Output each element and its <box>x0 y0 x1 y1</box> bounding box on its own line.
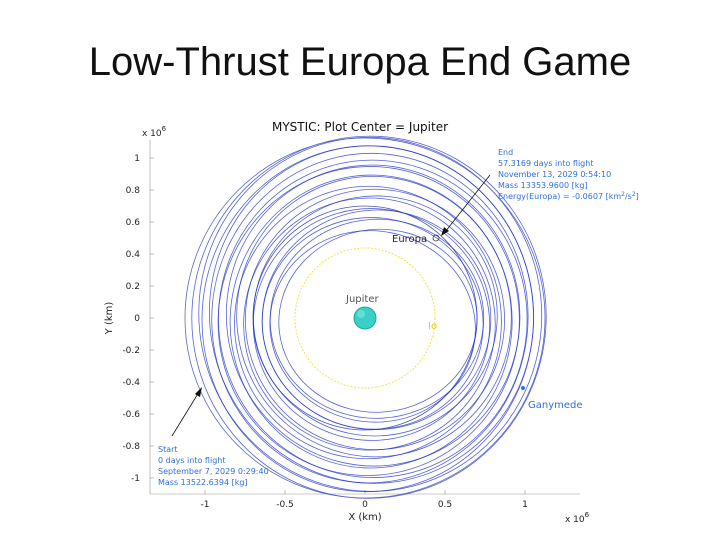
io-label: Io <box>428 321 437 332</box>
trajectory-loop <box>252 208 491 441</box>
end-annotation-line5: Energy(Europa) = -0.0607 [km2/s2] <box>498 191 639 201</box>
ganymede-body <box>521 386 525 390</box>
trajectory-loop <box>252 195 498 437</box>
jupiter-label: Jupiter <box>345 294 379 305</box>
trajectory-loop <box>269 230 476 423</box>
end-annotation-line3: November 13, 2029 0:54:10 <box>498 170 611 179</box>
end-arrowhead <box>441 227 449 236</box>
y-tick-label: 1 <box>134 154 140 164</box>
x-tick-label: -0.5 <box>276 500 294 510</box>
start-arrowhead <box>195 387 202 397</box>
x-tick-label: 0.5 <box>438 500 452 510</box>
europa-label: Europa <box>392 234 427 245</box>
y-tick-label: -0.4 <box>122 378 140 388</box>
end-annotation: End 57.3169 days into flight November 13… <box>441 148 639 236</box>
slide-title: Low-Thrust Europa End Game <box>88 40 632 84</box>
y-tick-label: 0.6 <box>126 218 141 228</box>
start-annotation-line2: 0 days into flight <box>158 456 225 465</box>
start-annotation-line1: Start <box>158 445 178 454</box>
x-axis-multiplier: x 106 <box>565 511 590 525</box>
x-ticks: -1 -0.5 0 0.5 1 <box>201 490 528 510</box>
x-tick-label: 1 <box>522 500 528 510</box>
trajectory-loop <box>278 228 478 413</box>
ganymede-orbit <box>184 137 546 499</box>
trajectory-loop <box>218 159 528 478</box>
end-annotation-line4: Mass 13353.9600 [kg] <box>498 181 588 190</box>
plot-title: MYSTIC: Plot Center = Jupiter <box>272 120 448 134</box>
end-annotation-line1: End <box>498 148 513 157</box>
y-tick-label: -0.2 <box>122 346 140 356</box>
x-axis-label: X (km) <box>348 512 381 523</box>
end-annotation-line2: 57.3169 days into flight <box>498 159 593 168</box>
y-tick-label: -0.6 <box>122 410 140 420</box>
io-orbit <box>294 247 436 389</box>
start-annotation: Start 0 days into flight September 7, 20… <box>158 387 269 487</box>
x-tick-label: 0 <box>362 500 368 510</box>
y-tick-label: 0.4 <box>126 250 141 260</box>
jupiter-highlight <box>357 310 365 318</box>
trajectory-loop <box>234 185 502 460</box>
trajectory-loop <box>211 152 529 484</box>
europa-body <box>432 234 440 242</box>
y-tick-label: 0 <box>134 314 140 324</box>
start-arrow-line <box>171 391 200 437</box>
start-annotation-line4: Mass 13522.6394 [kg] <box>158 478 248 487</box>
ganymede-label: Ganymede <box>528 400 583 411</box>
trajectory-loop <box>225 164 521 467</box>
y-tick-label: -1 <box>131 474 140 484</box>
trajectory-loop <box>261 217 484 430</box>
jupiter-body <box>353 306 377 330</box>
y-axis-label: Y (km) <box>104 302 115 336</box>
y-ticks: 1 0.8 0.6 0.4 0.2 0 -0.2 -0.4 -0.6 -0.8 -1 <box>122 154 154 484</box>
trajectory-loop <box>243 197 496 451</box>
y-tick-label: 0.2 <box>126 282 140 292</box>
y-axis-multiplier: x 106 <box>142 125 167 139</box>
start-annotation-line3: September 7, 2029 0:29:40 <box>158 467 269 476</box>
end-arrow-line <box>444 174 491 233</box>
x-tick-label: -1 <box>201 500 210 510</box>
y-tick-label: 0.8 <box>126 186 141 196</box>
trajectory-loop <box>269 218 485 419</box>
trajectory-loop <box>208 145 535 484</box>
trajectory-loop <box>229 174 513 469</box>
y-tick-label: -0.8 <box>122 442 140 452</box>
